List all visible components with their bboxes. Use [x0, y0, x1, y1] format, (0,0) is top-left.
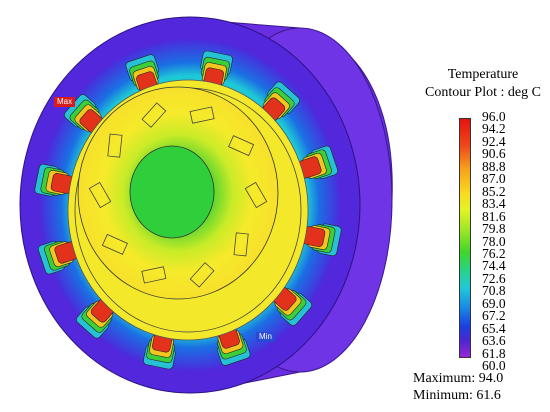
scale-tick-label: 74.4 [482, 258, 506, 274]
rotor-magnet [189, 106, 215, 124]
scale-tick-label: 61.8 [482, 345, 506, 361]
scale-tick-label: 79.8 [482, 221, 506, 237]
color-scale-bar [459, 118, 471, 358]
scale-tick-label: 63.6 [482, 333, 506, 349]
legend-title: Temperature [447, 67, 519, 82]
scale-tick-label: 83.4 [482, 196, 506, 212]
scale-tick-label: 81.6 [482, 208, 506, 224]
rotor-magnet [233, 232, 249, 257]
scale-tick-label: 65.4 [482, 320, 506, 336]
rotor-magnet [88, 181, 112, 209]
rotor-magnet [141, 266, 167, 284]
stator-windings [34, 50, 342, 370]
scale-tick-label: 78.0 [482, 233, 506, 249]
rotor-core [129, 145, 215, 239]
max-marker: Max [54, 97, 76, 107]
rotor-magnet [141, 102, 167, 128]
scale-tick-label: 67.2 [482, 308, 506, 324]
scale-tick-label: 96.0 [482, 109, 506, 124]
scale-tick-label: 88.8 [482, 158, 506, 174]
min-marker: Min [256, 332, 275, 342]
scale-tick-label: 90.6 [482, 146, 506, 162]
scale-tick-label: 92.4 [482, 133, 506, 149]
rotor-magnet [189, 262, 215, 288]
rotor-magnet [101, 233, 128, 255]
minimum-value: Minimum: 61.6 [413, 388, 501, 403]
scale-tick-label: 60.0 [482, 358, 506, 373]
scale-tick-label: 72.6 [482, 270, 506, 286]
scale-tick-label: 85.2 [482, 183, 506, 199]
scale-tick-label: 76.2 [482, 245, 506, 261]
rotor-magnets [88, 102, 268, 288]
rotor-magnet [228, 135, 255, 157]
legend-subtitle: Contour Plot : deg C [425, 85, 541, 100]
scale-tick-label: 87.0 [482, 171, 506, 187]
scale-tick-label: 69.0 [482, 295, 506, 311]
rotor-magnet [107, 133, 123, 158]
scale-tick-label: 94.2 [482, 121, 506, 137]
motor-thermal-model [19, 16, 393, 394]
maximum-value: Maximum: 94.0 [413, 371, 504, 386]
rotor-magnet [244, 181, 268, 209]
scale-tick-label: 70.8 [482, 283, 506, 299]
